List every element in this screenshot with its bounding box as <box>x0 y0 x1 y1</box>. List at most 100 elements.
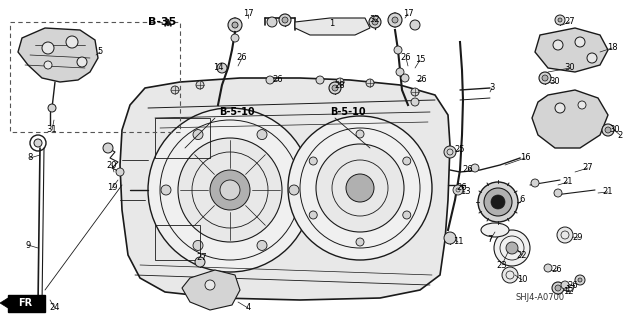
Circle shape <box>555 103 565 113</box>
Circle shape <box>411 98 419 106</box>
Polygon shape <box>182 270 240 310</box>
Circle shape <box>401 74 409 82</box>
Polygon shape <box>535 28 608 72</box>
Text: 21: 21 <box>603 188 613 197</box>
Text: 24: 24 <box>50 303 60 313</box>
Circle shape <box>148 108 312 272</box>
Circle shape <box>231 34 239 42</box>
Polygon shape <box>295 18 370 35</box>
Text: 19: 19 <box>107 183 117 192</box>
Text: 26: 26 <box>463 166 474 174</box>
Circle shape <box>553 40 563 50</box>
Circle shape <box>289 185 299 195</box>
Circle shape <box>37 304 43 310</box>
Circle shape <box>392 17 398 23</box>
Text: 26: 26 <box>417 76 428 85</box>
Bar <box>10 22 180 132</box>
Text: 26: 26 <box>552 265 563 275</box>
Bar <box>155 118 210 158</box>
Circle shape <box>555 285 561 291</box>
Text: 26: 26 <box>401 54 412 63</box>
Text: 26: 26 <box>237 54 247 63</box>
Circle shape <box>356 130 364 138</box>
Circle shape <box>257 130 267 140</box>
Text: B-5-10: B-5-10 <box>219 107 255 117</box>
Text: 16: 16 <box>520 153 531 162</box>
Circle shape <box>502 267 518 283</box>
Circle shape <box>232 22 238 28</box>
Circle shape <box>372 19 378 25</box>
Circle shape <box>316 76 324 84</box>
Circle shape <box>491 195 505 209</box>
Circle shape <box>116 168 124 176</box>
Circle shape <box>587 53 597 63</box>
Text: 2: 2 <box>618 130 623 139</box>
Circle shape <box>288 116 432 260</box>
Circle shape <box>544 264 552 272</box>
Circle shape <box>444 146 456 158</box>
Text: 30: 30 <box>564 63 575 72</box>
Text: 31: 31 <box>47 125 58 135</box>
Circle shape <box>410 20 420 30</box>
Text: 28: 28 <box>335 81 346 91</box>
Bar <box>155 225 200 260</box>
Text: 15: 15 <box>415 56 425 64</box>
Circle shape <box>329 82 341 94</box>
Circle shape <box>205 280 215 290</box>
Circle shape <box>266 76 274 84</box>
Text: 5: 5 <box>97 48 102 56</box>
Text: 1: 1 <box>330 19 335 28</box>
Text: 26: 26 <box>457 183 467 192</box>
Text: 23: 23 <box>497 261 508 270</box>
Circle shape <box>403 211 411 219</box>
Text: 11: 11 <box>452 238 463 247</box>
Polygon shape <box>532 90 608 148</box>
Circle shape <box>575 37 585 47</box>
Circle shape <box>309 211 317 219</box>
Circle shape <box>346 174 374 202</box>
Circle shape <box>171 86 179 94</box>
Circle shape <box>336 78 344 86</box>
Text: 21: 21 <box>563 177 573 187</box>
Circle shape <box>178 138 282 242</box>
Text: 14: 14 <box>212 63 223 72</box>
Circle shape <box>394 46 402 54</box>
Text: 26: 26 <box>568 281 579 291</box>
Text: 26: 26 <box>273 76 284 85</box>
Circle shape <box>196 81 204 89</box>
Text: 4: 4 <box>245 303 251 313</box>
Circle shape <box>257 241 267 250</box>
Circle shape <box>396 68 404 76</box>
Circle shape <box>210 170 250 210</box>
Circle shape <box>316 144 404 232</box>
Circle shape <box>558 18 562 22</box>
Circle shape <box>403 157 411 165</box>
Circle shape <box>552 282 564 294</box>
Circle shape <box>48 104 56 112</box>
Circle shape <box>42 42 54 54</box>
Circle shape <box>602 124 614 136</box>
Circle shape <box>366 79 374 87</box>
Text: 17: 17 <box>403 10 413 19</box>
Polygon shape <box>120 78 450 300</box>
Text: 7: 7 <box>487 235 493 244</box>
Text: B-35: B-35 <box>148 17 176 27</box>
Circle shape <box>411 88 419 96</box>
Circle shape <box>77 57 87 67</box>
Circle shape <box>557 227 573 243</box>
Text: 30: 30 <box>610 125 620 135</box>
Text: 27: 27 <box>582 164 593 173</box>
Text: FR: FR <box>18 298 32 308</box>
Circle shape <box>605 127 611 133</box>
Text: 3: 3 <box>490 84 495 93</box>
Circle shape <box>531 179 539 187</box>
Circle shape <box>539 72 551 84</box>
Text: 20: 20 <box>107 160 117 169</box>
Circle shape <box>193 241 203 250</box>
Circle shape <box>220 180 240 200</box>
Text: 13: 13 <box>460 188 470 197</box>
Circle shape <box>484 188 512 216</box>
Circle shape <box>388 13 402 27</box>
Circle shape <box>369 16 381 28</box>
Polygon shape <box>18 28 98 82</box>
